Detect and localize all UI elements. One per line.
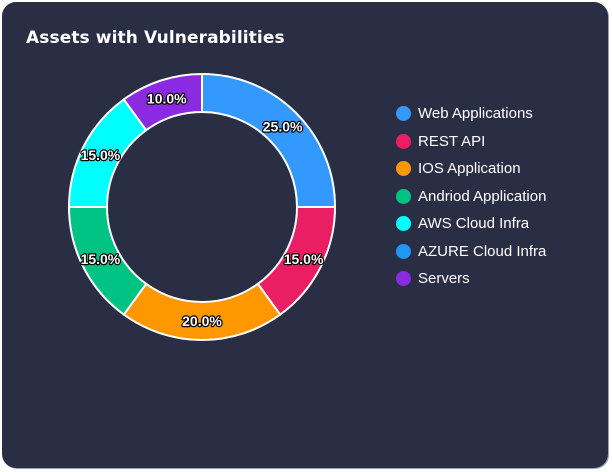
legend-swatch-ios-application bbox=[396, 161, 411, 177]
slice-label-aws-cloud-infra: 15.0% bbox=[81, 147, 121, 163]
legend-label-web-applications: Web Applications bbox=[418, 105, 533, 123]
legend-item-servers[interactable]: Servers bbox=[396, 265, 546, 293]
legend-label-andriod-application: Andriod Application bbox=[418, 187, 547, 205]
legend-item-azure-cloud-infra[interactable]: AZURE Cloud Infra bbox=[396, 238, 546, 266]
legend-item-ios-application[interactable]: IOS Application bbox=[396, 155, 546, 183]
legend-label-rest-api: REST API bbox=[418, 132, 486, 150]
slice-label-andriod-application: 15.0% bbox=[81, 251, 121, 267]
legend-swatch-web-applications bbox=[396, 106, 411, 122]
legend-item-rest-api[interactable]: REST API bbox=[396, 128, 546, 156]
chart-legend: Web Applications REST API IOS Application A… bbox=[396, 100, 546, 293]
slice-label-rest-api: 15.0% bbox=[284, 251, 324, 267]
slice-label-ios-application: 20.0% bbox=[182, 313, 222, 329]
donut-slice-servers[interactable] bbox=[122, 72, 203, 132]
legend-item-aws-cloud-infra[interactable]: AWS Cloud Infra bbox=[396, 210, 546, 238]
legend-item-andriod-application[interactable]: Andriod Application bbox=[396, 183, 546, 211]
legend-swatch-andriod-application bbox=[396, 188, 411, 204]
slice-label-servers: 10.0% bbox=[147, 91, 187, 107]
legend-swatch-aws-cloud-infra bbox=[396, 216, 411, 232]
legend-label-servers: Servers bbox=[418, 270, 470, 288]
legend-label-aws-cloud-infra: AWS Cloud Infra bbox=[418, 215, 530, 233]
legend-label-ios-application: IOS Application bbox=[418, 160, 521, 178]
donut-chart: 25.0% 15.0% 20.0% 15.0% 15.0% 10.0% bbox=[67, 72, 337, 341]
chart-card: Assets with Vulnerabilities 25.0% 15.0% 20… bbox=[2, 2, 608, 468]
slice-label-web-applications: 25.0% bbox=[263, 118, 303, 134]
legend-swatch-azure-cloud-infra bbox=[396, 243, 411, 259]
legend-item-web-applications[interactable]: Web Applications bbox=[396, 100, 546, 128]
donut-slice-ios-application[interactable] bbox=[122, 282, 282, 341]
legend-swatch-rest-api bbox=[396, 133, 411, 149]
legend-swatch-servers bbox=[396, 271, 411, 287]
legend-label-azure-cloud-infra: AZURE Cloud Infra bbox=[418, 242, 547, 260]
chart-title: Assets with Vulnerabilities bbox=[26, 28, 285, 48]
donut-slice-web-applications[interactable] bbox=[201, 72, 337, 208]
